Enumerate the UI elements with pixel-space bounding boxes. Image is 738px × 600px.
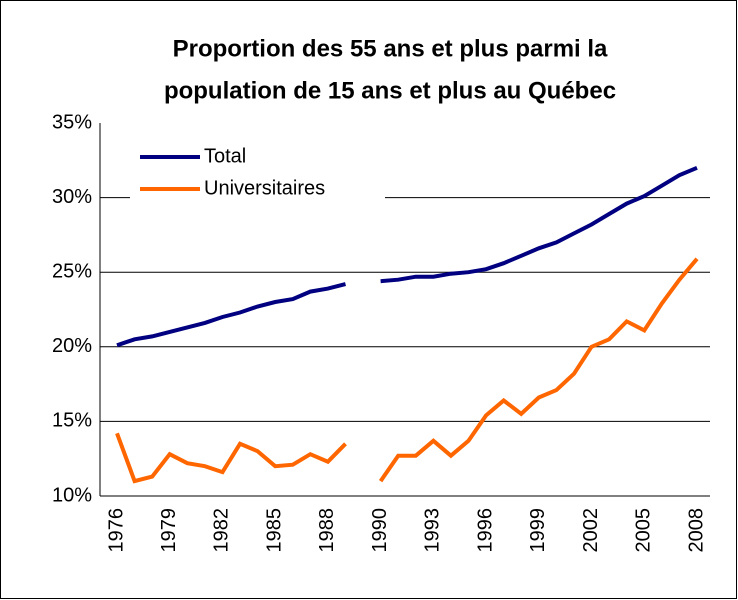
chart-title: Proportion des 55 ans et plus parmi la: [173, 35, 608, 62]
x-tick-label: 1985: [263, 508, 285, 553]
x-tick-label: 1999: [527, 508, 549, 553]
x-tick-label: 1979: [158, 508, 180, 553]
y-tick-label: 15%: [52, 410, 92, 432]
y-tick-label: 30%: [52, 186, 92, 208]
x-tick-label: 2008: [685, 508, 707, 553]
y-tick-label: 35%: [52, 111, 92, 133]
x-tick-label: 1988: [316, 508, 338, 553]
x-tick-label: 2005: [633, 508, 655, 553]
x-tick-label: 1982: [211, 508, 233, 553]
legend-label: Universitaires: [204, 177, 325, 199]
line-series: [115, 257, 699, 484]
x-tick-label: 1976: [105, 508, 127, 553]
y-tick-label: 10%: [52, 484, 92, 506]
x-tick-label: 2002: [580, 508, 602, 553]
legend-label: Total: [204, 145, 246, 167]
chart-title: population de 15 ans et plus au Québec: [164, 77, 616, 104]
x-tick-label: 1993: [422, 508, 444, 553]
y-tick-label: 25%: [52, 260, 92, 282]
y-tick-label: 20%: [52, 335, 92, 357]
line-series: [116, 165, 698, 348]
x-tick-label: 1990: [369, 508, 391, 553]
x-tick-label: 1996: [474, 508, 496, 553]
legend-box: [130, 140, 385, 215]
